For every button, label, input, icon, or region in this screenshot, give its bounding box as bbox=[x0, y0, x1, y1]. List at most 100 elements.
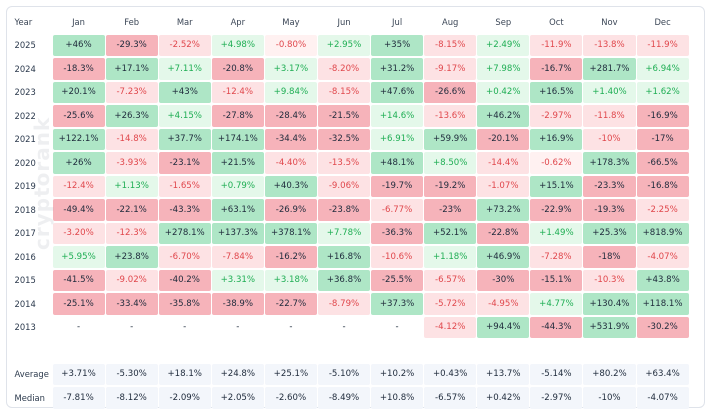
return-cell: - bbox=[342, 322, 346, 333]
header-cell: Aug bbox=[442, 16, 459, 27]
summary-cell: -2.60% bbox=[264, 387, 317, 409]
return-cell: -9.06% bbox=[317, 175, 371, 197]
header-cell: Apr bbox=[230, 16, 246, 27]
year-label: 2023 bbox=[14, 87, 36, 98]
summary-cell: +80.2% bbox=[583, 363, 636, 385]
year-label: 2022 bbox=[14, 110, 36, 121]
year-label: 2019 bbox=[14, 181, 36, 192]
return-cell: -14.8% bbox=[105, 128, 158, 150]
return-cell: -3.93% bbox=[105, 152, 158, 174]
return-cell: -8.15% bbox=[424, 34, 477, 56]
return-cell: +178.3% bbox=[583, 152, 636, 174]
return-cell: -0.62% bbox=[530, 152, 583, 174]
return-cell: +59.9% bbox=[424, 128, 477, 150]
return-cell: - bbox=[289, 322, 293, 333]
summary-cell: -6.57% bbox=[424, 387, 477, 409]
return-cell: -26.9% bbox=[264, 199, 317, 221]
return-cell: -0.80% bbox=[264, 34, 317, 56]
summary-cell: +10.2% bbox=[371, 363, 424, 385]
return-cell: -19.7% bbox=[371, 175, 424, 197]
return-cell: +47.6% bbox=[371, 81, 424, 103]
year-label: 2020 bbox=[14, 157, 36, 168]
summary-label: Average bbox=[14, 369, 49, 380]
return-cell: -22.8% bbox=[477, 222, 530, 244]
return-cell: +26.3% bbox=[105, 105, 158, 127]
header-cell: Jul bbox=[392, 16, 403, 27]
year-label: 2018 bbox=[14, 204, 36, 215]
return-cell: -34.4% bbox=[264, 128, 317, 150]
return-cell: -22.9% bbox=[530, 199, 583, 221]
return-cell: +3.31% bbox=[211, 269, 264, 291]
return-cell: +118.1% bbox=[636, 293, 689, 315]
year-label: 2016 bbox=[14, 251, 36, 262]
return-cell: -40.2% bbox=[158, 269, 211, 291]
return-cell: -28.4% bbox=[264, 105, 317, 127]
return-cell: -25.5% bbox=[371, 269, 424, 291]
summary-cell: -10% bbox=[583, 387, 636, 409]
year-label: 2025 bbox=[14, 40, 36, 51]
return-cell: -5.72% bbox=[424, 293, 477, 315]
return-cell: +3.17% bbox=[264, 58, 317, 80]
return-cell: -29.3% bbox=[105, 34, 158, 56]
return-cell: -8.20% bbox=[317, 58, 371, 80]
return-cell: +94.4% bbox=[477, 316, 530, 338]
return-cell: +2.49% bbox=[477, 34, 530, 56]
return-cell: +4.98% bbox=[211, 34, 264, 56]
return-cell: -8.15% bbox=[317, 81, 371, 103]
summary-cell: +0.42% bbox=[477, 387, 530, 409]
summary-cell: -5.10% bbox=[317, 363, 371, 385]
header-cell: Nov bbox=[601, 16, 618, 27]
return-cell: +43.8% bbox=[636, 269, 689, 291]
return-cell: +1.13% bbox=[105, 175, 158, 197]
return-cell: -41.5% bbox=[52, 269, 105, 291]
return-cell: -30% bbox=[477, 269, 530, 291]
header-cell: Jun bbox=[337, 16, 351, 27]
return-cell: +281.7% bbox=[583, 58, 636, 80]
summary-cell: +0.43% bbox=[424, 363, 477, 385]
year-label: 2024 bbox=[14, 63, 36, 74]
return-cell: -7.23% bbox=[105, 81, 158, 103]
return-cell: -19.2% bbox=[424, 175, 477, 197]
return-cell: -16.2% bbox=[264, 246, 317, 268]
return-cell: +25.3% bbox=[583, 222, 636, 244]
returns-table: Year Jan Feb Mar Apr May Jun Jul Aug Sep Oct Nov Dec… bbox=[8, 10, 689, 410]
return-cell: +7.78% bbox=[317, 222, 371, 244]
return-cell: +7.98% bbox=[477, 58, 530, 80]
return-cell: -4.40% bbox=[264, 152, 317, 174]
summary-cell: -8.12% bbox=[105, 387, 158, 409]
return-cell: -11.9% bbox=[636, 34, 689, 56]
return-cell: -6.57% bbox=[424, 269, 477, 291]
return-cell: +37.7% bbox=[158, 128, 211, 150]
return-cell: -3.20% bbox=[52, 222, 105, 244]
return-cell: -6.77% bbox=[371, 199, 424, 221]
return-cell: -33.4% bbox=[105, 293, 158, 315]
return-cell: -11.8% bbox=[583, 105, 636, 127]
return-cell: +818.9% bbox=[636, 222, 689, 244]
return-cell: -10.3% bbox=[583, 269, 636, 291]
return-cell: -10% bbox=[583, 128, 636, 150]
summary-cell: -7.81% bbox=[52, 387, 105, 409]
year-label: 2013 bbox=[14, 322, 36, 333]
return-cell: -17% bbox=[636, 128, 689, 150]
return-cell: +14.6% bbox=[371, 105, 424, 127]
return-cell: -44.3% bbox=[530, 316, 583, 338]
summary-cell: +63.4% bbox=[636, 363, 689, 385]
return-cell: -13.8% bbox=[583, 34, 636, 56]
return-cell: -14.4% bbox=[477, 152, 530, 174]
return-cell: -25.6% bbox=[52, 105, 105, 127]
return-cell: - bbox=[395, 322, 399, 333]
return-cell: -35.8% bbox=[158, 293, 211, 315]
header-cell: Dec bbox=[654, 16, 671, 27]
return-cell: +46.9% bbox=[477, 246, 530, 268]
year-label: 2014 bbox=[14, 298, 36, 309]
return-cell: -20.1% bbox=[477, 128, 530, 150]
return-cell: -1.07% bbox=[477, 175, 530, 197]
return-cell: -66.5% bbox=[636, 152, 689, 174]
watermark: cryptorank bbox=[30, 116, 54, 250]
return-cell: +46.2% bbox=[477, 105, 530, 127]
summary-cell: -4.07% bbox=[636, 387, 689, 409]
return-cell: -2.25% bbox=[636, 199, 689, 221]
return-cell: +73.2% bbox=[477, 199, 530, 221]
return-cell: +4.15% bbox=[158, 105, 211, 127]
return-cell: +6.94% bbox=[636, 58, 689, 80]
